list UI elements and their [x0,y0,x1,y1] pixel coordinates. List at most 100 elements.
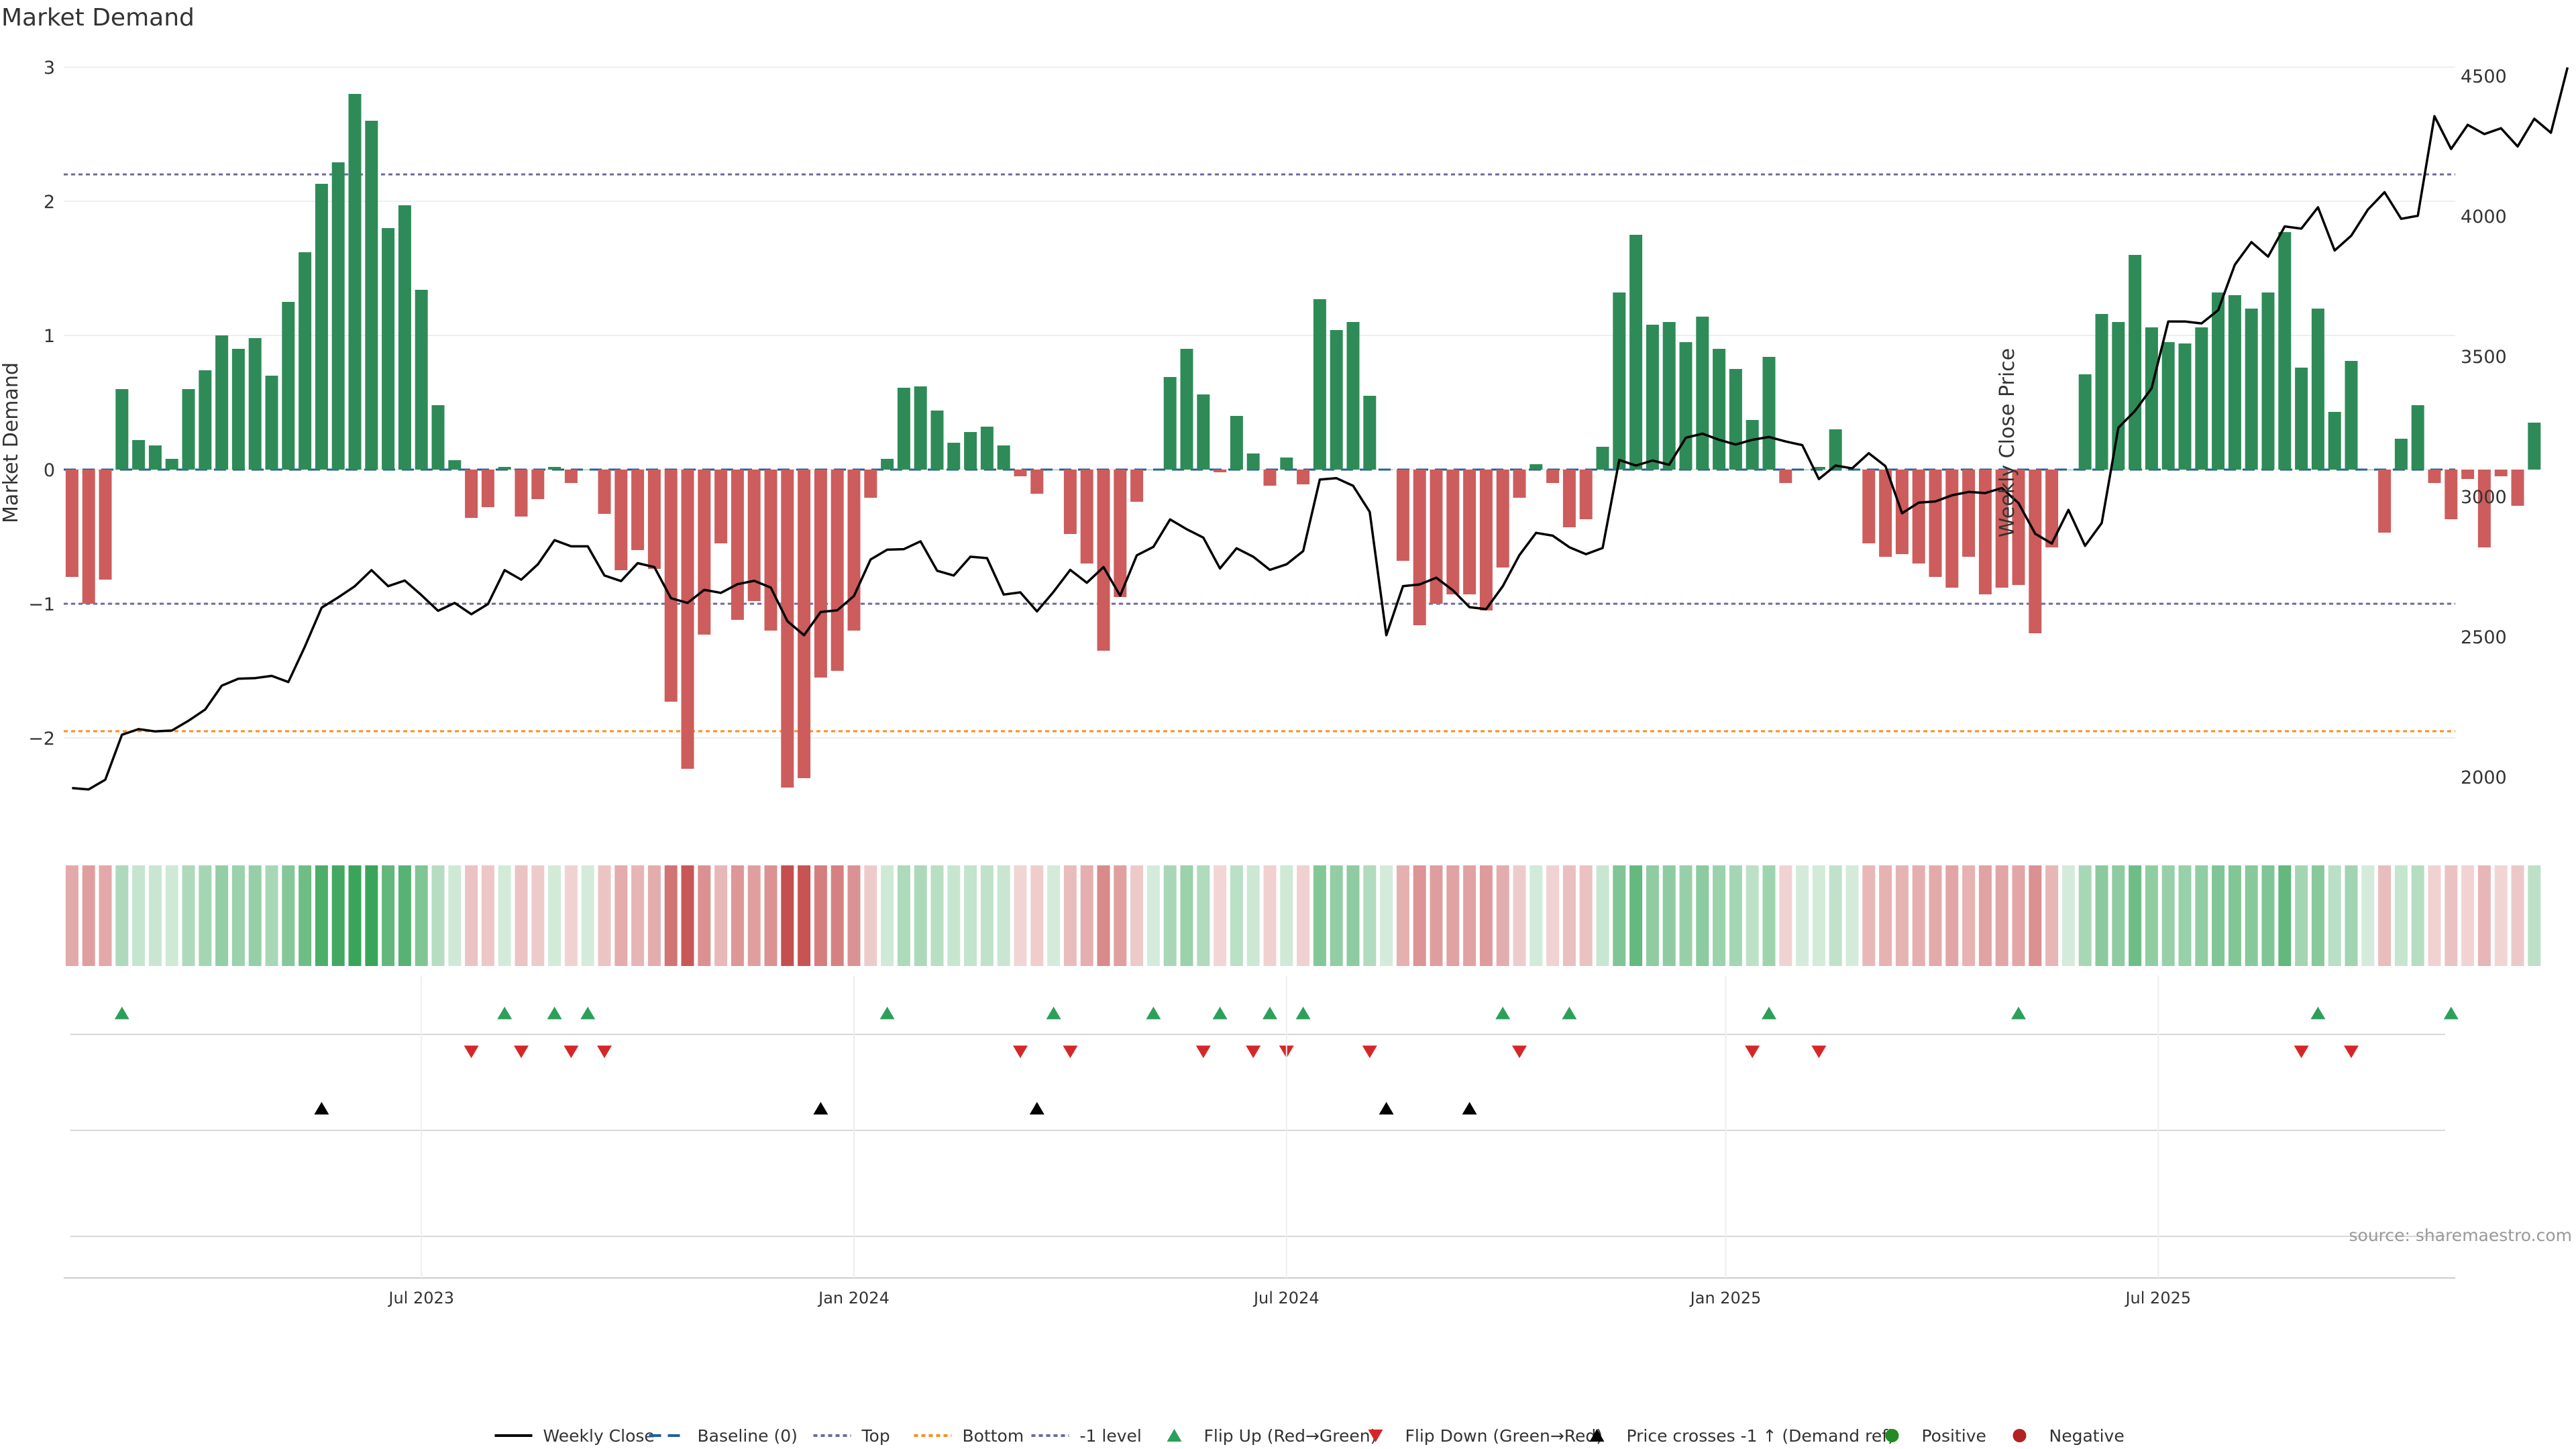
demand-bar [431,405,445,470]
heat-cell [2228,865,2241,966]
demand-bar [1696,317,1709,470]
heat-cell [881,865,894,966]
demand-bar [1746,420,1759,470]
legend-item: Negative [2012,1426,2125,1446]
demand-bar [1246,453,1260,470]
demand-bar [182,389,195,470]
heat-cell [331,865,345,966]
x-tick-label: Jan 2025 [1689,1289,1762,1307]
demand-bar [2445,470,2458,519]
demand-bar [1613,292,1626,470]
heat-cell [1746,865,1759,966]
heat-cell [1246,865,1260,966]
heat-cell [1130,865,1144,966]
flip-down-marker [2344,1045,2359,1059]
demand-bar [315,184,328,470]
demand-bar [1180,349,1193,470]
demand-bar [2528,423,2541,470]
heat-cell [1629,865,1643,966]
heat-cell [1562,865,1576,966]
heat-cell [1463,865,1477,966]
demand-heat-strip [65,865,2541,966]
heat-cell [1762,865,1776,966]
heat-cell [1114,865,1127,966]
x-tick-label: Jul 2024 [1252,1289,1320,1307]
price-cross-marker [1029,1102,1044,1115]
legend-label: Negative [2049,1426,2125,1446]
x-tick-label: Jul 2023 [387,1289,454,1307]
heat-cell [1163,865,1177,966]
heat-cell [997,865,1010,966]
demand-bar [1363,396,1377,470]
demand-bar [382,228,395,470]
demand-bar [2261,292,2275,470]
heat-cell [1413,865,1426,966]
heat-cell [1363,865,1377,966]
demand-bar [1629,235,1643,470]
demand-bar [914,386,927,470]
demand-bar [830,470,844,671]
price-cross-marker [1462,1102,1477,1115]
demand-bar [864,470,877,498]
heat-cell [1430,865,1443,966]
demand-bar [897,388,910,470]
demand-bar [465,470,478,518]
demand-bar [2145,327,2158,470]
legend-label: Baseline (0) [698,1426,798,1446]
heat-cell [148,865,162,966]
demand-bar [1995,470,2008,588]
legend-label: Flip Up (Red→Green) [1204,1426,1377,1446]
heat-cell [1313,865,1326,966]
heat-cell [1912,865,1925,966]
heat-cell [897,865,910,966]
demand-bar [481,470,494,507]
demand-bar [564,470,578,483]
heat-cell [1662,865,1676,966]
demand-bar [2129,255,2142,470]
heat-cell [2161,865,2175,966]
heat-cell [1596,865,1609,966]
legend-item: Weekly Close [494,1426,655,1446]
demand-bar [2245,309,2258,470]
demand-bar [1529,464,1543,470]
demand-bar [747,470,761,601]
legend-marker-swatch [1885,1429,1899,1442]
legend-item: Baseline (0) [649,1426,798,1446]
heat-cell [65,865,78,966]
heat-cell [1845,865,1859,966]
heat-cell [1812,865,1825,966]
heat-cell [2012,865,2025,966]
demand-bar [331,162,345,470]
heat-cell [132,865,146,966]
demand-bar [1662,322,1676,470]
demand-bar [448,460,462,470]
flip-down-marker [1745,1045,1760,1059]
demand-bar [299,252,312,470]
demand-bar [681,470,694,769]
price-cross-marker [1379,1102,1394,1115]
left-tick-label: −2 [28,729,55,749]
right-tick-label: 2500 [2461,627,2507,648]
demand-bar [199,370,212,470]
heat-cell [1929,865,1942,966]
left-tick-label: 0 [44,460,55,481]
heat-cell [1180,865,1193,966]
heat-cell [2394,865,2408,966]
demand-bar [1596,447,1609,470]
legend-item: Bottom [914,1426,1024,1446]
demand-bar [2029,470,2042,633]
heat-cell [2378,865,2392,966]
demand-bar [1346,322,1360,470]
legend-label: Positive [1922,1426,1986,1446]
heat-cell [382,865,395,966]
flip-up-marker [1295,1006,1311,1020]
heat-cell [1030,865,1044,966]
demand-bar [947,443,961,470]
demand-bar [714,470,728,543]
heat-cell [1713,865,1726,966]
heat-cell [980,865,994,966]
demand-bar [2428,470,2441,483]
flip-down-marker [2294,1045,2309,1059]
flip-up-marker [1495,1006,1511,1020]
heat-cell [2278,865,2292,966]
